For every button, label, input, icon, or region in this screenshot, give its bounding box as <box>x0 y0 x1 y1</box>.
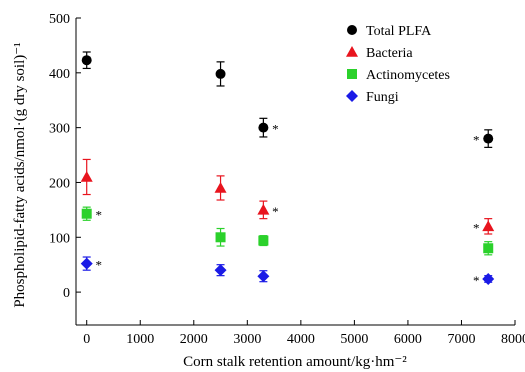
legend-label-total-plfa: Total PLFA <box>366 24 432 39</box>
x-tick-label: 5000 <box>340 332 368 347</box>
fungi-point <box>214 264 227 277</box>
bacteria-point <box>214 181 227 193</box>
total-plfa-point <box>483 133 494 144</box>
significance-mark: * <box>95 258 102 273</box>
significance-mark: * <box>272 204 279 219</box>
x-axis-label: Corn stalk retention amount/kg·hm⁻² <box>183 354 407 370</box>
x-tick-label: 4000 <box>287 332 315 347</box>
significance-mark: * <box>473 133 480 148</box>
actinomycetes-point <box>258 235 269 246</box>
x-tick-label: 1000 <box>126 332 154 347</box>
x-tick-label: 0 <box>83 332 90 347</box>
x-tick-label: 7000 <box>447 332 475 347</box>
significance-mark: * <box>95 208 102 223</box>
significance-mark: * <box>272 122 279 137</box>
legend-label-actinomycetes: Actinomycetes <box>366 68 450 83</box>
x-tick-label: 3000 <box>233 332 261 347</box>
total-plfa-point <box>215 68 226 79</box>
significance-mark: * <box>473 273 480 288</box>
x-tick-label: 6000 <box>394 332 422 347</box>
y-axis-label: Phospholipid-fatty acids/nmol·(g dry soi… <box>12 42 28 307</box>
y-tick-label: 400 <box>49 67 70 82</box>
fungi-point <box>80 257 93 270</box>
y-tick-label: 200 <box>49 176 70 191</box>
significance-mark: * <box>473 220 480 235</box>
bacteria-point <box>80 170 93 182</box>
bacteria-point <box>482 220 495 232</box>
legend-marker-actinomycetes <box>347 69 357 79</box>
total-plfa-point <box>258 122 269 133</box>
y-axis-ticks: 0 100 200 300 400 500 <box>49 12 81 301</box>
axes <box>75 18 515 326</box>
legend-label-bacteria: Bacteria <box>366 46 413 61</box>
actinomycetes-point <box>215 232 226 243</box>
y-tick-label: 500 <box>49 12 70 27</box>
y-tick-label: 0 <box>63 286 70 301</box>
legend-marker-bacteria <box>346 46 358 57</box>
y-tick-label: 300 <box>49 122 70 137</box>
legend-label-fungi: Fungi <box>366 90 399 105</box>
fungi-point <box>257 270 270 283</box>
legend-marker-total-plfa <box>347 25 357 35</box>
actinomycetes-point <box>81 208 92 219</box>
fungi-point <box>482 272 495 285</box>
data-marks: * * * * * * * <box>80 51 495 288</box>
legend-marker-fungi <box>346 90 358 102</box>
x-tick-label: 2000 <box>180 332 208 347</box>
legend: Total PLFA Bacteria Actinomycetes Fungi <box>346 24 450 105</box>
bacteria-point <box>257 203 270 215</box>
y-tick-label: 100 <box>49 231 70 246</box>
total-plfa-point <box>81 55 92 66</box>
actinomycetes-point <box>483 243 494 254</box>
